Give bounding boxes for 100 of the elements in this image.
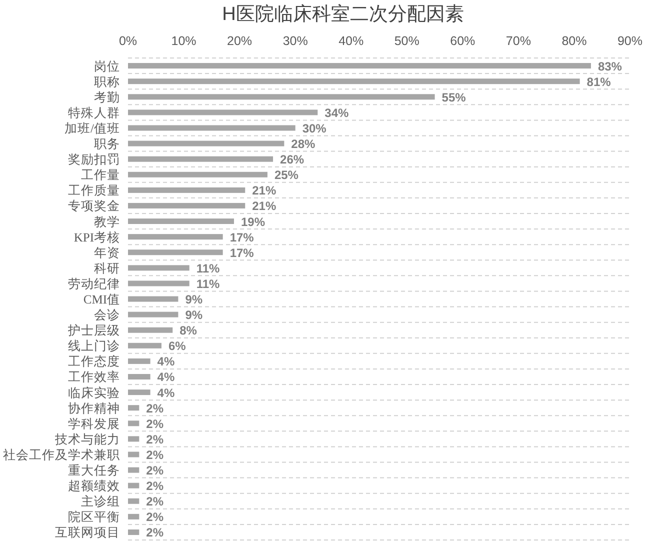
- bar: [128, 265, 190, 271]
- bar: [128, 280, 190, 286]
- data-label: 2%: [146, 494, 164, 509]
- y-tick-label: 互联网项目: [55, 526, 120, 540]
- data-label: 11%: [196, 261, 220, 276]
- x-tick-label: 20%: [227, 34, 252, 48]
- bar: [128, 327, 173, 333]
- data-label: 28%: [291, 137, 316, 152]
- bar: [128, 125, 296, 131]
- data-label: 6%: [168, 339, 186, 354]
- y-tick-label: CMI值: [83, 292, 120, 306]
- y-tick-label: 工作质量: [68, 184, 120, 198]
- data-label: 2%: [146, 401, 164, 416]
- y-tick-label: 专项奖金: [68, 199, 120, 214]
- bar: [128, 172, 268, 178]
- x-tick-label: 0%: [118, 34, 138, 48]
- y-tick-label: 劳动纪律: [68, 276, 120, 291]
- y-tick-label: 职务: [94, 137, 120, 152]
- y-tick-label: 社会工作及学术兼职: [3, 448, 120, 462]
- y-tick-label: 教学: [94, 214, 120, 229]
- data-label: 25%: [274, 168, 299, 182]
- y-tick-label: 护士层级: [67, 324, 120, 338]
- y-tick-label: 学科发展: [68, 416, 120, 431]
- y-tick-label: 工作量: [81, 168, 120, 182]
- y-tick-label: 主诊组: [81, 494, 120, 509]
- bar: [128, 482, 140, 488]
- bar: [128, 234, 223, 240]
- bar: [128, 296, 178, 302]
- data-label: 34%: [324, 106, 349, 120]
- x-tick-label: 30%: [282, 34, 308, 48]
- bar: [128, 390, 150, 396]
- y-tick-label: 超额绩效: [68, 479, 120, 494]
- data-label: 81%: [586, 74, 612, 89]
- data-label: 83%: [598, 59, 622, 74]
- x-tick-label: 10%: [171, 34, 196, 48]
- data-label: 8%: [180, 324, 198, 338]
- x-tick-label: 90%: [617, 34, 643, 48]
- bar: [128, 250, 223, 256]
- data-label: 9%: [185, 292, 203, 306]
- y-tick-label: KPI考核: [74, 230, 120, 244]
- bar: [128, 78, 580, 84]
- bar: [128, 374, 150, 380]
- data-label: 4%: [157, 354, 175, 369]
- data-label: 19%: [240, 214, 266, 229]
- data-label: 17%: [230, 246, 254, 260]
- data-label: 17%: [230, 230, 254, 244]
- y-tick-label: 院区平衡: [68, 510, 120, 524]
- bar: [128, 405, 140, 411]
- x-tick-label: 80%: [562, 34, 587, 48]
- data-label: 11%: [196, 276, 220, 291]
- data-label: 2%: [146, 464, 164, 478]
- x-tick-label: 50%: [394, 34, 420, 48]
- bar: [128, 63, 591, 69]
- y-tick-label: 加班/值班: [64, 121, 120, 136]
- y-tick-label: 职称: [94, 74, 120, 89]
- data-label: 55%: [442, 90, 466, 104]
- y-tick-label: 科研: [94, 261, 120, 276]
- y-tick-label: 工作态度: [68, 354, 120, 369]
- y-tick-label: 会诊: [94, 308, 120, 322]
- data-label: 4%: [157, 370, 175, 384]
- data-label: 2%: [146, 432, 164, 446]
- data-label: 2%: [146, 448, 164, 462]
- data-label: 2%: [146, 479, 164, 494]
- data-label: 2%: [146, 510, 164, 524]
- bar: [128, 452, 140, 458]
- y-tick-label: 考勤: [94, 90, 120, 104]
- y-tick-label: 重大任务: [68, 464, 120, 478]
- bar: [128, 358, 150, 364]
- x-tick-label: 60%: [450, 34, 476, 48]
- y-tick-label: 年资: [94, 246, 120, 260]
- y-tick-label: 临床实验: [68, 386, 120, 400]
- bar: [128, 467, 140, 473]
- y-tick-label: 工作效率: [68, 369, 120, 384]
- bar: [128, 94, 435, 100]
- data-label: 2%: [146, 526, 164, 540]
- bar: [128, 140, 284, 146]
- data-label: 21%: [252, 184, 276, 198]
- bar: [128, 436, 140, 442]
- bar: [128, 187, 246, 193]
- bar: [128, 514, 140, 520]
- y-tick-label: 线上门诊: [68, 338, 120, 354]
- data-label: 9%: [185, 308, 203, 322]
- bar: [128, 529, 140, 535]
- data-label: 30%: [302, 121, 327, 136]
- x-tick-label: 40%: [338, 34, 364, 48]
- x-tick-label: 70%: [506, 34, 531, 48]
- bar: [128, 218, 234, 224]
- bar: [128, 156, 274, 162]
- bar: [128, 420, 140, 426]
- bar: [128, 498, 140, 504]
- y-tick-label: 岗位: [94, 59, 120, 74]
- bar: [128, 342, 162, 348]
- data-label: 21%: [252, 199, 276, 214]
- bar: [128, 202, 246, 208]
- bar: [128, 312, 178, 318]
- data-label: 26%: [280, 152, 304, 167]
- chart-title: H医院临床科室二次分配因素: [222, 3, 464, 25]
- y-tick-label: 技术与能力: [54, 432, 120, 446]
- data-label: 2%: [146, 416, 164, 431]
- y-tick-label: 特殊人群: [68, 106, 120, 120]
